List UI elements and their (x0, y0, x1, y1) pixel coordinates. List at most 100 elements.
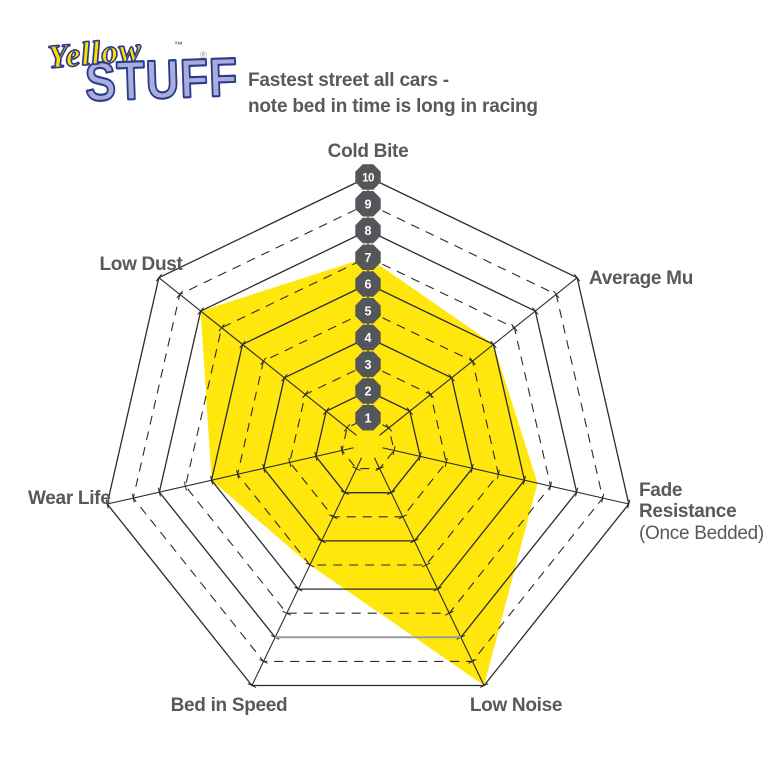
tick-average-mu-1 (385, 423, 393, 432)
tick-fade-resistance-8 (575, 487, 579, 497)
tick-low-dust-6 (239, 340, 246, 349)
tick-fade-resistance-5 (496, 469, 500, 479)
tick-low-noise-5 (421, 562, 431, 568)
tick-average-mu-9 (553, 290, 560, 299)
tick-wear-life-3 (288, 457, 292, 467)
ring-6 (210, 283, 526, 590)
tick-bed-in-speed-7 (282, 610, 292, 616)
scale-badge-6: 6 (355, 271, 381, 297)
tick-bed-in-speed-10 (247, 683, 257, 688)
ring-1 (341, 417, 395, 470)
tick-low-dust-2 (322, 407, 330, 415)
tick-average-mu-4 (448, 373, 455, 382)
scale-badge-number-10: 10 (362, 173, 374, 185)
scale-badge-shape-5 (355, 298, 381, 324)
tick-bed-in-speed-9 (259, 659, 268, 664)
scale-badge-number-4: 4 (365, 331, 372, 345)
chart-subtitle: Fastest street all cars - note bed in ti… (248, 68, 538, 120)
tick-fade-resistance-9 (601, 493, 605, 503)
tick-wear-life-9 (131, 493, 135, 503)
scale-badge-7: 7 (355, 244, 381, 270)
axis-label-bed-in-speed: Bed in Speed (170, 695, 288, 716)
ring-3 (289, 363, 447, 518)
tick-fade-resistance-7 (549, 481, 553, 491)
tick-bed-in-speed-1 (352, 466, 361, 472)
tick-low-dust-9 (176, 290, 183, 299)
scale-badge-number-3: 3 (365, 358, 372, 372)
ring-7 (184, 256, 552, 614)
spoke-wear-life (107, 447, 354, 505)
tick-bed-in-speed-5 (305, 562, 315, 568)
axis-sublabel-once-bedded: (Once Bedded) (639, 523, 764, 544)
tick-wear-life-4 (262, 463, 266, 473)
tick-low-noise-4 (410, 538, 419, 544)
scale-badge-number-7: 7 (365, 251, 372, 265)
scale-badge-5: 5 (355, 298, 381, 324)
tick-low-dust-1 (343, 423, 351, 432)
scale-badge-3: 3 (355, 351, 381, 377)
subtitle-line-1: Fastest street all cars - (248, 70, 449, 91)
tick-wear-life-6 (210, 475, 214, 485)
yellowstuff-logo: STUFF Yellow ™ ® (40, 28, 240, 128)
tick-fade-resistance-1 (392, 445, 396, 455)
spoke-low-noise (373, 457, 485, 686)
scale-badge-number-2: 2 (365, 385, 372, 399)
tick-wear-life-7 (183, 481, 187, 491)
spoke-low-dust (158, 277, 357, 436)
scale-badge-number-5: 5 (365, 304, 372, 318)
scale-badge-shape-1 (355, 405, 381, 431)
tick-bed-in-speed-6 (294, 586, 303, 592)
tick-average-mu-3 (427, 390, 434, 399)
scale-badge-shape-2 (355, 378, 381, 404)
tick-low-dust-3 (302, 390, 309, 399)
tick-fade-resistance-4 (470, 463, 474, 473)
scale-badge-2: 2 (355, 378, 381, 404)
axis-label-average-mu: Average Mu (589, 268, 693, 289)
tick-average-mu-6 (490, 340, 497, 349)
registered-symbol: ® (200, 50, 207, 60)
scale-badge-shape-9 (355, 191, 381, 217)
tick-low-noise-7 (444, 610, 454, 616)
tick-low-noise-10 (479, 683, 489, 688)
tick-wear-life-8 (157, 487, 161, 497)
value-polygon (200, 257, 538, 686)
tick-average-mu-8 (532, 307, 539, 315)
scale-badge-shape-3 (355, 351, 381, 377)
scale-badge-9: 9 (355, 191, 381, 217)
scale-badge-shape-10 (355, 164, 381, 190)
ring-10 (106, 176, 630, 687)
scale-badge-10: 10 (355, 164, 381, 190)
spoke-bed-in-speed (251, 457, 363, 686)
tick-low-dust-10 (155, 273, 163, 282)
scale-badge-shape-6 (355, 271, 381, 297)
tick-wear-life-5 (236, 469, 240, 479)
axis-label-cold-bite: Cold Bite (327, 141, 409, 162)
ring-2 (315, 390, 421, 494)
tick-bed-in-speed-4 (317, 538, 326, 544)
tick-low-dust-7 (218, 323, 225, 332)
tick-average-mu-7 (511, 323, 518, 332)
scale-badge-number-8: 8 (365, 224, 372, 238)
tick-fade-resistance-2 (418, 451, 422, 461)
scale-badge-1: 1 (355, 405, 381, 431)
scale-badge-number-9: 9 (365, 197, 372, 211)
axis-label-wear-life: Wear Life (28, 488, 111, 509)
scale-badge-shape-4 (355, 324, 381, 351)
scale-badge-8: 8 (355, 217, 381, 244)
scale-badge-4: 4 (355, 324, 381, 351)
ring-4 (262, 336, 474, 542)
tick-low-dust-5 (260, 357, 267, 365)
spoke-average-mu (379, 277, 578, 436)
ring-9 (132, 203, 604, 662)
tick-wear-life-1 (340, 445, 344, 455)
tick-average-mu-10 (573, 273, 581, 282)
subtitle-line-2: note bed in time is long in racing (248, 96, 538, 117)
scale-badge-shape-8 (355, 217, 381, 244)
tick-low-dust-8 (197, 307, 204, 315)
tick-wear-life-2 (314, 451, 318, 461)
trademark-symbol: ™ (174, 40, 183, 50)
axis-label-low-dust: Low Dust (99, 254, 183, 275)
tick-low-noise-2 (386, 490, 396, 496)
axis-label-low-noise: Low Noise (469, 695, 563, 716)
spoke-fade-resistance (382, 447, 629, 505)
